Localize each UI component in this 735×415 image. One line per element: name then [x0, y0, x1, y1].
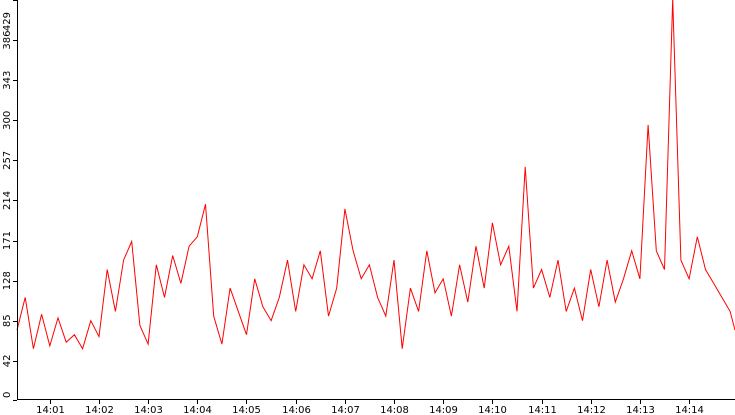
y-tick-label: 85 [2, 314, 13, 327]
y-tick-label: 429 [2, 12, 13, 31]
x-tick-label: 14:08 [380, 405, 409, 415]
x-tick-label: 14:07 [331, 405, 360, 415]
y-tick-label: 343 [2, 71, 13, 90]
x-tick-label: 14:01 [36, 405, 65, 415]
y-tick-label: 214 [2, 191, 13, 210]
y-tick-label: 300 [2, 111, 13, 130]
x-tick-label: 14:10 [478, 405, 507, 415]
y-tick-label: 0 [2, 392, 13, 398]
y-tick-label: 257 [2, 151, 13, 170]
y-tick-label: 171 [2, 231, 13, 250]
x-tick-label: 14:03 [134, 405, 163, 415]
y-axis-ticks [13, 0, 17, 401]
x-axis-ticks [50, 400, 690, 404]
x-tick-label: 14:13 [626, 405, 655, 415]
x-axis-tick-labels: 14:01 14:02 14:03 14:04 14:05 14:06 14:07 14:08… [36, 405, 704, 415]
x-tick-label: 14:06 [282, 405, 311, 415]
x-tick-label: 14:11 [528, 405, 557, 415]
y-tick-label: 128 [2, 271, 13, 290]
y-tick-label: 42 [2, 354, 13, 367]
y-tick-label: 386 [2, 31, 13, 50]
x-tick-label: 14:09 [429, 405, 458, 415]
x-tick-label: 14:12 [577, 405, 606, 415]
x-tick-label: 14:04 [183, 405, 212, 415]
x-tick-label: 14:02 [85, 405, 114, 415]
series-line [16, 0, 735, 350]
x-tick-label: 14:05 [232, 405, 261, 415]
x-tick-label: 14:14 [675, 405, 704, 415]
